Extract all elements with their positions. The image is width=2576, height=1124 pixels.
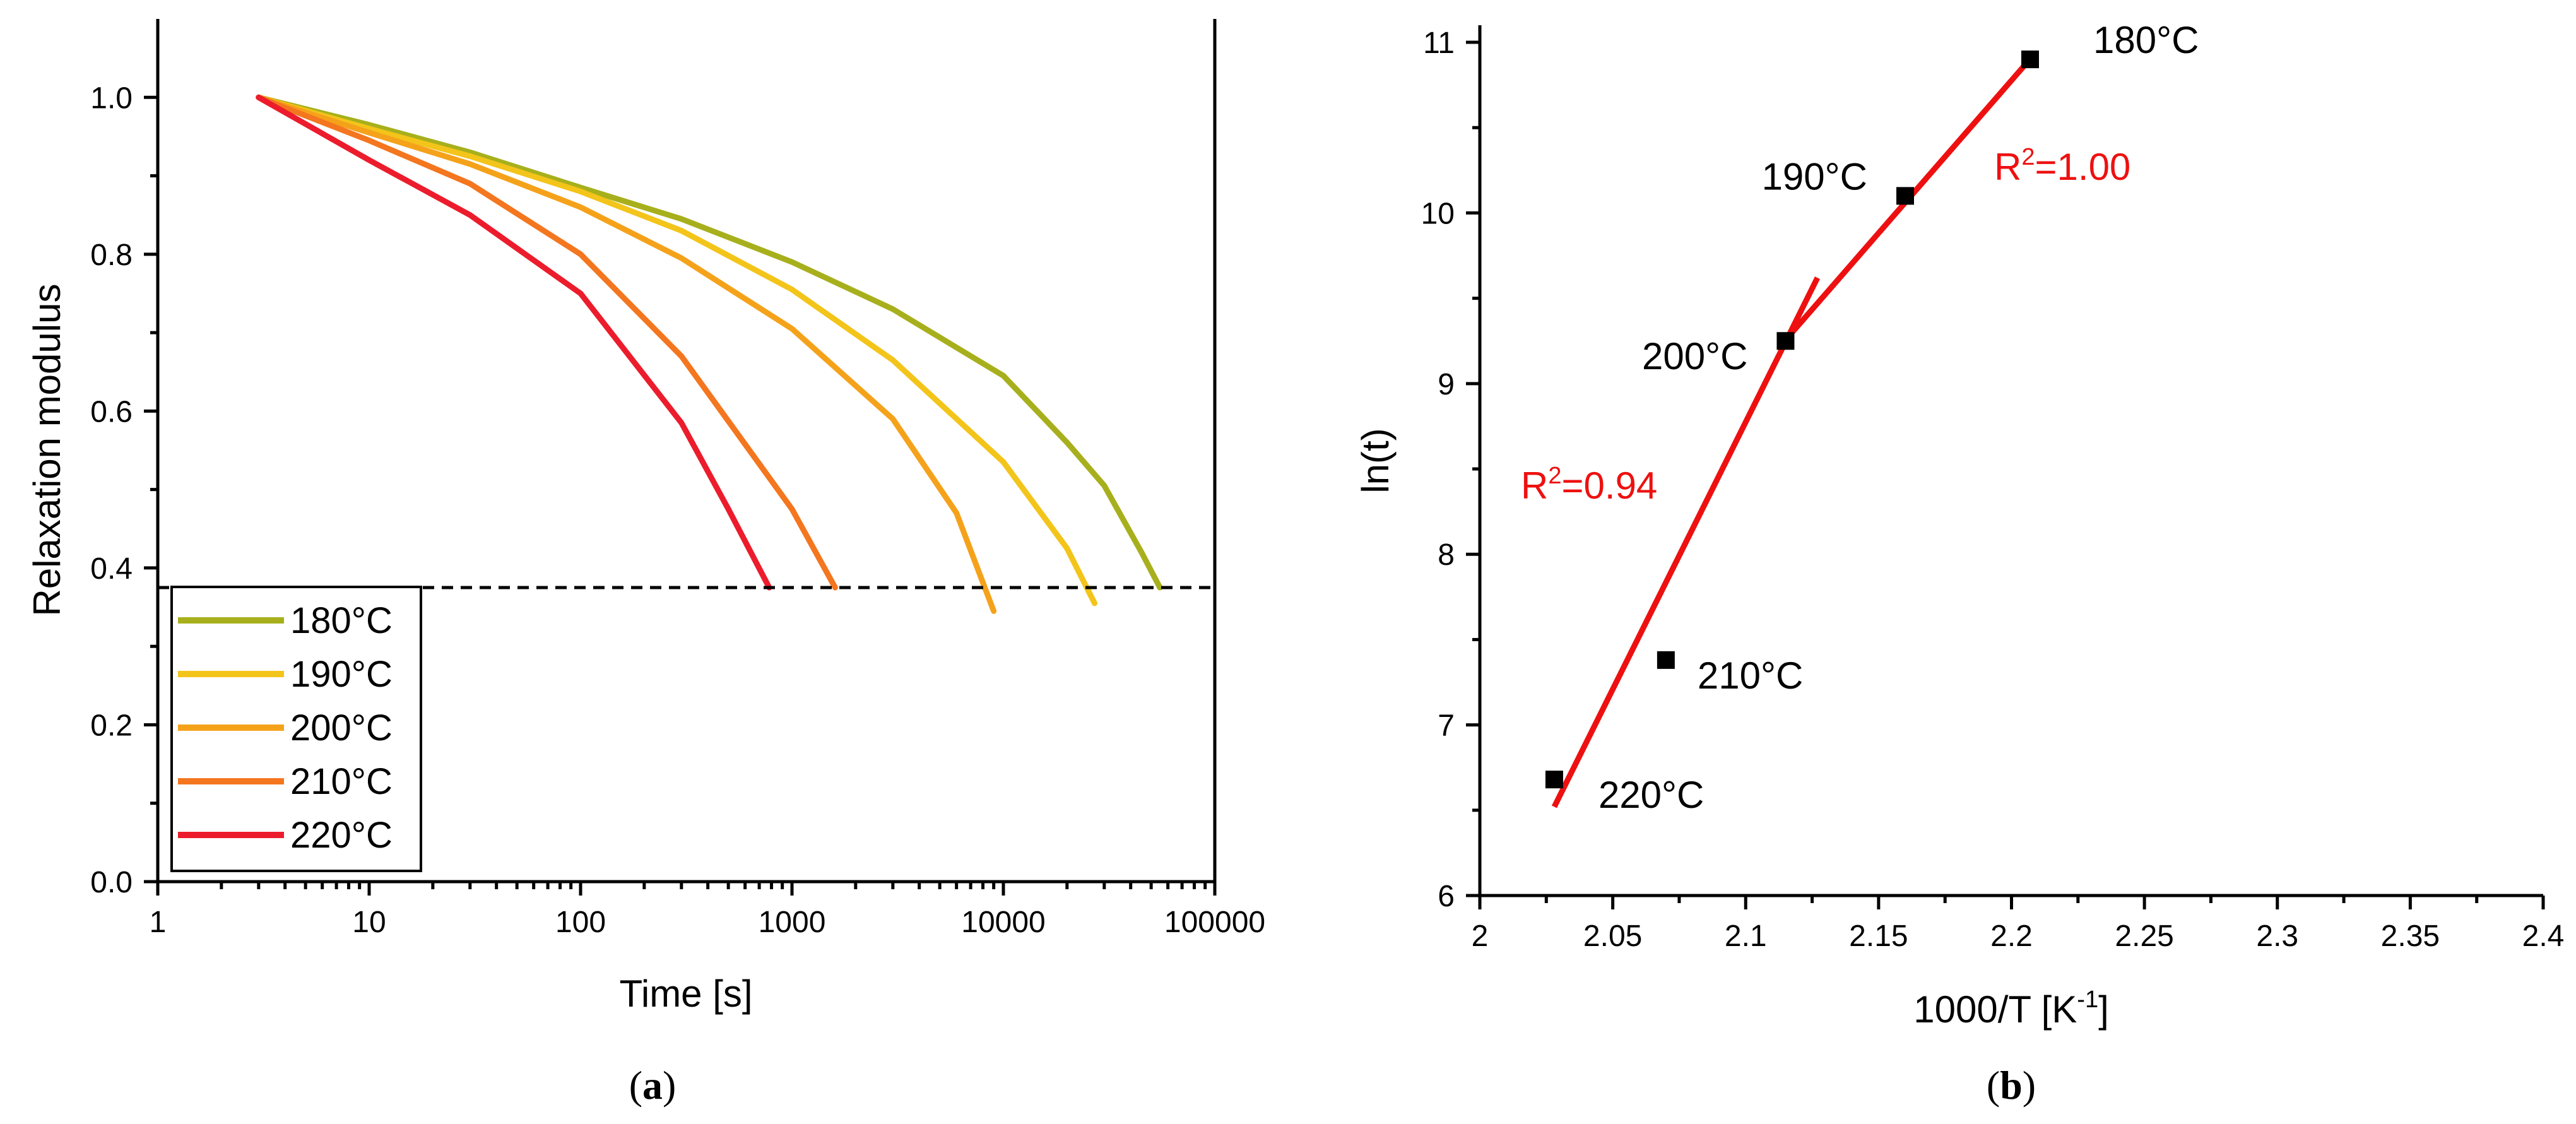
legend-label-180: 180°C	[290, 600, 393, 641]
b-y-tick-label: 6	[1438, 880, 1455, 913]
fit-line-1	[1551, 276, 1821, 808]
a-x-tick-label: 1	[150, 906, 167, 939]
legend: 180°C 190°C 200°C 210°C 220°C	[170, 586, 422, 872]
r2-label-fit-2: R2=1.00	[1994, 144, 2130, 188]
b-x-tick-label: 2.2	[1990, 920, 2033, 953]
panel-a-ticks: 1 10 100 1000 10000 100000 0.0 0.2 0.4 0.6 0.8 1.0	[90, 81, 1265, 939]
data-point-200c	[1776, 332, 1795, 350]
panel-b: 2 2.05 2.1 2.15 2.2 2.25 2.3 2.35 2.4 6 7 8 9 10 11 22…	[1354, 19, 2564, 1108]
b-y-tick-label: 7	[1438, 709, 1455, 743]
r2-label-fit-1: R2=0.94	[1521, 463, 1657, 507]
b-y-tick-label: 9	[1438, 368, 1455, 401]
panel-a-x-title: Time [s]	[619, 973, 752, 1015]
panel-a-y-title: Relaxation modulus	[26, 284, 68, 617]
b-y-tick-label: 11	[1423, 27, 1455, 60]
panel-a-caption: (a)	[629, 1063, 676, 1108]
curve-210c	[256, 94, 838, 591]
point-label-220c: 220°C	[1598, 774, 1704, 816]
b-x-tick-label: 2.15	[1849, 920, 1908, 953]
data-point-210c	[1657, 651, 1675, 669]
curve-200c	[256, 94, 997, 614]
b-y-tick-label: 10	[1421, 197, 1455, 230]
a-y-tick-label: 0.2	[90, 709, 133, 742]
b-x-tick-label: 2.4	[2522, 920, 2565, 953]
a-x-tick-label: 100	[555, 906, 606, 939]
b-x-tick-label: 2.35	[2381, 920, 2440, 953]
panel-b-x-title: 1000/T [K-1]	[1913, 986, 2109, 1031]
a-y-tick-label: 1.0	[90, 81, 133, 115]
a-x-tick-label: 1000	[759, 906, 826, 939]
point-label-200c: 200°C	[1642, 335, 1747, 377]
curve-190c	[256, 94, 1097, 606]
panel-a: 1 10 100 1000 10000 1000000.00.20.40.60.81.0 …	[26, 19, 1265, 1108]
panel-b-caption: (b)	[1987, 1063, 2036, 1108]
b-x-tick-label: 2.05	[1583, 920, 1642, 953]
b-x-tick-label: 2.25	[2115, 920, 2173, 953]
b-x-tick-label: 2.3	[2256, 920, 2298, 953]
a-y-tick-label: 0.8	[90, 239, 133, 272]
b-y-tick-label: 8	[1438, 538, 1455, 572]
data-point-180c	[2021, 50, 2039, 69]
a-x-tick-label: 100000	[1164, 906, 1265, 939]
a-x-tick-label: 10	[352, 906, 386, 939]
b-x-tick-label: 2	[1472, 920, 1489, 953]
panel-b-y-title: ln(t)	[1354, 428, 1397, 493]
data-point-190c	[1896, 187, 1914, 205]
curve-180c	[256, 94, 1163, 591]
panel-b-ticks: 2 2.05 2.1 2.15 2.2 2.25 2.3 2.35 2.4 6 7 8 9 10 11	[1421, 27, 2565, 953]
legend-label-210: 210°C	[290, 761, 393, 802]
a-x-tick-label: 10000	[961, 906, 1045, 939]
legend-label-220: 220°C	[290, 815, 393, 856]
a-y-tick-label: 0.0	[90, 866, 133, 899]
curve-220c	[256, 94, 772, 591]
b-x-tick-label: 2.1	[1725, 920, 1767, 953]
point-label-180c: 180°C	[2093, 19, 2199, 61]
panel-a-curves	[256, 94, 1163, 614]
legend-label-190: 190°C	[290, 654, 393, 695]
a-y-tick-label: 0.4	[90, 552, 133, 586]
a-y-tick-label: 0.6	[90, 395, 133, 429]
data-point-220c	[1545, 771, 1563, 789]
point-label-190c: 190°C	[1762, 155, 1867, 198]
panel-b-points: 220°C 210°C 200°C 190°C 180°C	[1545, 19, 2199, 816]
legend-label-200: 200°C	[290, 707, 393, 748]
point-label-210c: 210°C	[1698, 654, 1803, 697]
